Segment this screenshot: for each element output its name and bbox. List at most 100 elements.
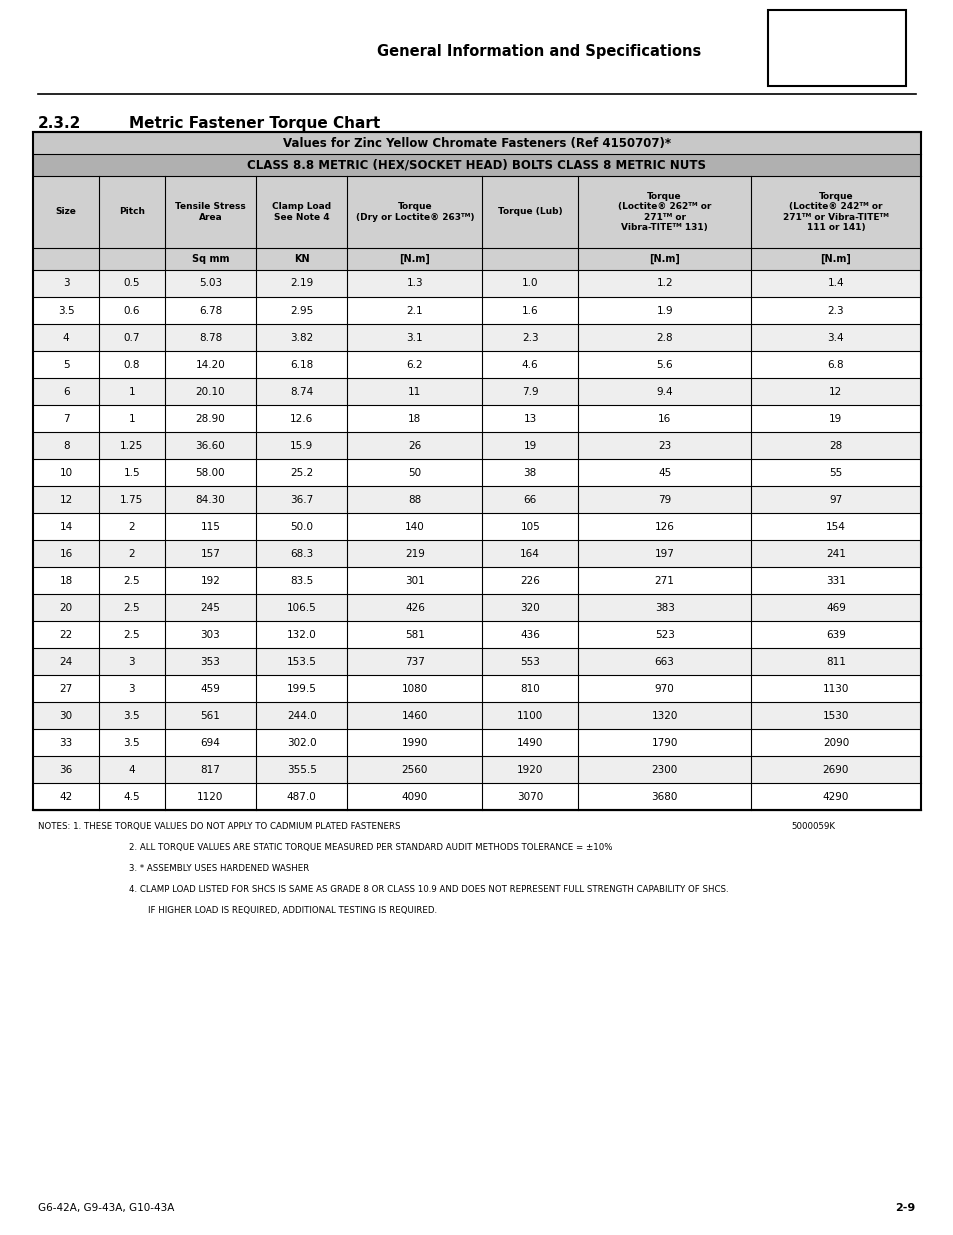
Text: 302.0: 302.0	[287, 737, 316, 747]
Text: 140: 140	[405, 521, 424, 531]
Text: 199.5: 199.5	[287, 683, 316, 694]
Text: 3.82: 3.82	[290, 332, 314, 342]
Text: 487.0: 487.0	[287, 792, 316, 802]
Text: 226: 226	[519, 576, 539, 585]
Text: 561: 561	[200, 710, 220, 720]
Text: 2.3: 2.3	[521, 332, 538, 342]
Text: 106.5: 106.5	[287, 603, 316, 613]
Text: 3: 3	[129, 657, 135, 667]
Text: 12: 12	[828, 387, 841, 396]
Text: 126: 126	[654, 521, 674, 531]
Text: 1490: 1490	[517, 737, 543, 747]
Text: 19: 19	[828, 414, 841, 424]
Text: 2.5: 2.5	[124, 630, 140, 640]
Text: 7: 7	[63, 414, 70, 424]
Text: 6.2: 6.2	[406, 359, 423, 369]
Text: 2.5: 2.5	[124, 576, 140, 585]
Text: 11: 11	[408, 387, 421, 396]
Text: 469: 469	[825, 603, 845, 613]
Text: [N.m]: [N.m]	[820, 254, 850, 264]
Text: 2.5: 2.5	[124, 603, 140, 613]
Text: 523: 523	[654, 630, 674, 640]
Text: 810: 810	[519, 683, 539, 694]
Text: 811: 811	[825, 657, 845, 667]
Text: 4.5: 4.5	[124, 792, 140, 802]
Text: CLASS 8.8 METRIC (HEX/SOCKET HEAD) BOLTS CLASS 8 METRIC NUTS: CLASS 8.8 METRIC (HEX/SOCKET HEAD) BOLTS…	[247, 158, 706, 172]
Text: 26: 26	[408, 441, 421, 451]
Text: 88: 88	[408, 494, 421, 505]
Text: 9.4: 9.4	[656, 387, 672, 396]
Text: 14: 14	[59, 521, 72, 531]
Text: 2: 2	[129, 548, 135, 558]
Text: 10: 10	[60, 468, 72, 478]
Text: Pitch: Pitch	[119, 207, 145, 216]
Text: 1: 1	[129, 414, 135, 424]
Text: 55: 55	[828, 468, 841, 478]
Text: 50.0: 50.0	[290, 521, 313, 531]
Text: 97: 97	[828, 494, 841, 505]
Text: 4090: 4090	[401, 792, 428, 802]
Text: 5.03: 5.03	[198, 279, 222, 289]
Text: Torque
(Loctite® 262ᵀᴹ or
271ᵀᴹ or
Vibra-TITEᵀᴹ 131): Torque (Loctite® 262ᵀᴹ or 271ᵀᴹ or Vibra…	[618, 191, 711, 232]
Text: 0.5: 0.5	[124, 279, 140, 289]
Text: 8.74: 8.74	[290, 387, 314, 396]
Text: IF HIGHER LOAD IS REQUIRED, ADDITIONAL TESTING IS REQUIRED.: IF HIGHER LOAD IS REQUIRED, ADDITIONAL T…	[148, 906, 436, 915]
Text: 192: 192	[200, 576, 220, 585]
Text: 27: 27	[59, 683, 72, 694]
Text: 1100: 1100	[517, 710, 543, 720]
Text: 245: 245	[200, 603, 220, 613]
Text: 1320: 1320	[651, 710, 678, 720]
Text: Metric Fastener Torque Chart: Metric Fastener Torque Chart	[129, 116, 379, 131]
Text: Torque (Lub): Torque (Lub)	[497, 207, 562, 216]
Text: 1.9: 1.9	[656, 305, 672, 315]
Text: 2.8: 2.8	[656, 332, 672, 342]
Text: 28.90: 28.90	[195, 414, 225, 424]
Text: 12: 12	[59, 494, 72, 505]
Text: 3.5: 3.5	[124, 737, 140, 747]
Text: Tensile Stress
Area: Tensile Stress Area	[174, 203, 246, 222]
Text: 4: 4	[129, 764, 135, 774]
Text: 20.10: 20.10	[195, 387, 225, 396]
Text: 13: 13	[523, 414, 537, 424]
Text: 694: 694	[200, 737, 220, 747]
Text: 66: 66	[523, 494, 537, 505]
Text: 2.1: 2.1	[406, 305, 423, 315]
Text: 241: 241	[825, 548, 845, 558]
Text: 459: 459	[200, 683, 220, 694]
Text: 6.8: 6.8	[826, 359, 843, 369]
Text: 1990: 1990	[401, 737, 428, 747]
Text: 18: 18	[59, 576, 72, 585]
Text: 1530: 1530	[821, 710, 848, 720]
Text: 28: 28	[828, 441, 841, 451]
Text: 436: 436	[519, 630, 539, 640]
Text: 353: 353	[200, 657, 220, 667]
Text: 154: 154	[825, 521, 845, 531]
Text: 84.30: 84.30	[195, 494, 225, 505]
Text: 0.8: 0.8	[124, 359, 140, 369]
Text: 19: 19	[523, 441, 537, 451]
Text: Sq mm: Sq mm	[192, 254, 229, 264]
Text: 20: 20	[60, 603, 72, 613]
Text: 331: 331	[825, 576, 845, 585]
Text: 3070: 3070	[517, 792, 543, 802]
Text: 0.6: 0.6	[124, 305, 140, 315]
Text: 4290: 4290	[821, 792, 848, 802]
Text: 1120: 1120	[197, 792, 223, 802]
Text: 2. ALL TORQUE VALUES ARE STATIC TORQUE MEASURED PER STANDARD AUDIT METHODS TOLER: 2. ALL TORQUE VALUES ARE STATIC TORQUE M…	[129, 844, 612, 852]
Text: 16: 16	[59, 548, 72, 558]
Text: 105: 105	[519, 521, 539, 531]
Text: 164: 164	[519, 548, 539, 558]
Text: Torque
(Loctite® 242ᵀᴹ or
271ᵀᴹ or Vibra-TITEᵀᴹ
111 or 141): Torque (Loctite® 242ᵀᴹ or 271ᵀᴹ or Vibra…	[782, 191, 888, 232]
Text: 30: 30	[60, 710, 72, 720]
Text: 970: 970	[654, 683, 674, 694]
Text: 2.19: 2.19	[290, 279, 314, 289]
Text: 0.7: 0.7	[124, 332, 140, 342]
Text: 25.2: 25.2	[290, 468, 314, 478]
Text: 7.9: 7.9	[521, 387, 538, 396]
Text: 132.0: 132.0	[287, 630, 316, 640]
Text: 1.0: 1.0	[521, 279, 537, 289]
Text: 115: 115	[200, 521, 220, 531]
Text: 2.95: 2.95	[290, 305, 314, 315]
Text: 36.60: 36.60	[195, 441, 225, 451]
Text: 36.7: 36.7	[290, 494, 314, 505]
